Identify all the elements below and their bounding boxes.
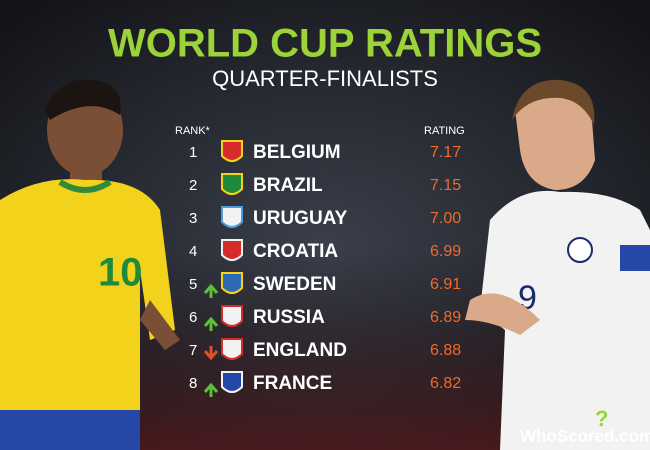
flag-crest	[221, 239, 243, 261]
rank: 1	[189, 144, 197, 161]
team: BRAZIL	[253, 175, 323, 196]
team: ENGLAND	[253, 340, 347, 361]
team: URUGUAY	[253, 208, 348, 229]
rank: 6	[189, 309, 197, 326]
team: BELGIUM	[253, 142, 341, 163]
flag-crest	[221, 206, 243, 228]
rating: 7.15	[430, 177, 461, 194]
subtitle: QUARTER-FINALISTS	[212, 66, 438, 91]
arrow-up	[203, 316, 219, 331]
flag-crest	[221, 371, 243, 393]
shirt-number: 10	[98, 251, 143, 295]
rank: 3	[189, 210, 197, 227]
rank: 2	[189, 177, 197, 194]
player-left: 10	[0, 79, 180, 450]
title: WORLD CUP RATINGS	[108, 22, 542, 66]
rating: 6.88	[430, 342, 461, 359]
rating: 6.99	[430, 243, 461, 260]
column-header: RANK*	[175, 125, 211, 137]
team: CROATIA	[253, 241, 338, 262]
column-header: RATING	[424, 125, 465, 137]
rank: 7	[189, 342, 197, 359]
arrow-down	[203, 346, 219, 361]
player-right: 9	[465, 79, 650, 450]
team: SWEDEN	[253, 274, 336, 295]
logo: WhoScored.com	[520, 426, 650, 445]
rating: 6.89	[430, 309, 461, 326]
flag-crest	[221, 305, 243, 327]
rank: 5	[189, 276, 197, 293]
flag-crest	[221, 338, 243, 360]
rating: 6.82	[430, 375, 461, 392]
team: FRANCE	[253, 373, 332, 394]
rating: 6.91	[430, 276, 461, 293]
team: RUSSIA	[253, 307, 325, 328]
logo-mark: ?	[595, 406, 608, 431]
rank: 4	[189, 243, 197, 260]
arrow-up	[203, 382, 219, 397]
rank: 8	[189, 375, 197, 392]
flag-crest	[221, 140, 243, 162]
rating: 7.17	[430, 144, 461, 161]
rating: 7.00	[430, 210, 461, 227]
arrow-up	[203, 283, 219, 298]
flag-crest	[221, 173, 243, 195]
flag-crest	[221, 272, 243, 294]
movement-arrows	[203, 283, 219, 397]
